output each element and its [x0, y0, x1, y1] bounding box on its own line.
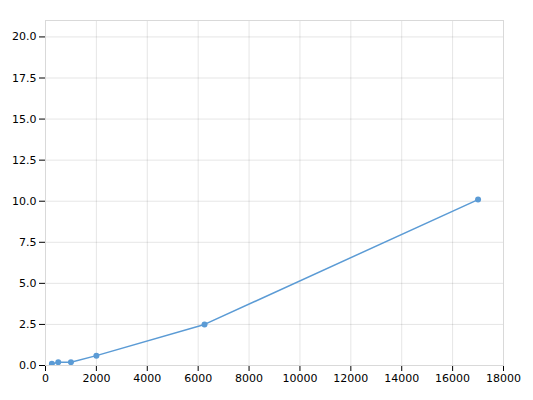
svg-text:8000: 8000 [235, 372, 263, 385]
svg-text:7.5: 7.5 [19, 236, 37, 249]
svg-text:4000: 4000 [133, 372, 161, 385]
svg-text:20.0: 20.0 [12, 30, 37, 43]
svg-text:12.5: 12.5 [12, 154, 37, 167]
svg-text:16000: 16000 [435, 372, 470, 385]
svg-text:6000: 6000 [184, 372, 212, 385]
svg-text:2.5: 2.5 [19, 318, 37, 331]
svg-text:17.5: 17.5 [12, 72, 37, 85]
svg-text:18000: 18000 [486, 372, 521, 385]
svg-text:10000: 10000 [282, 372, 317, 385]
svg-text:12000: 12000 [333, 372, 368, 385]
svg-text:15.0: 15.0 [12, 113, 37, 126]
svg-text:0.0: 0.0 [19, 359, 37, 372]
svg-text:0: 0 [42, 372, 49, 385]
svg-text:2000: 2000 [82, 372, 110, 385]
svg-text:14000: 14000 [384, 372, 419, 385]
svg-text:5.0: 5.0 [19, 277, 37, 290]
svg-text:10.0: 10.0 [12, 195, 37, 208]
